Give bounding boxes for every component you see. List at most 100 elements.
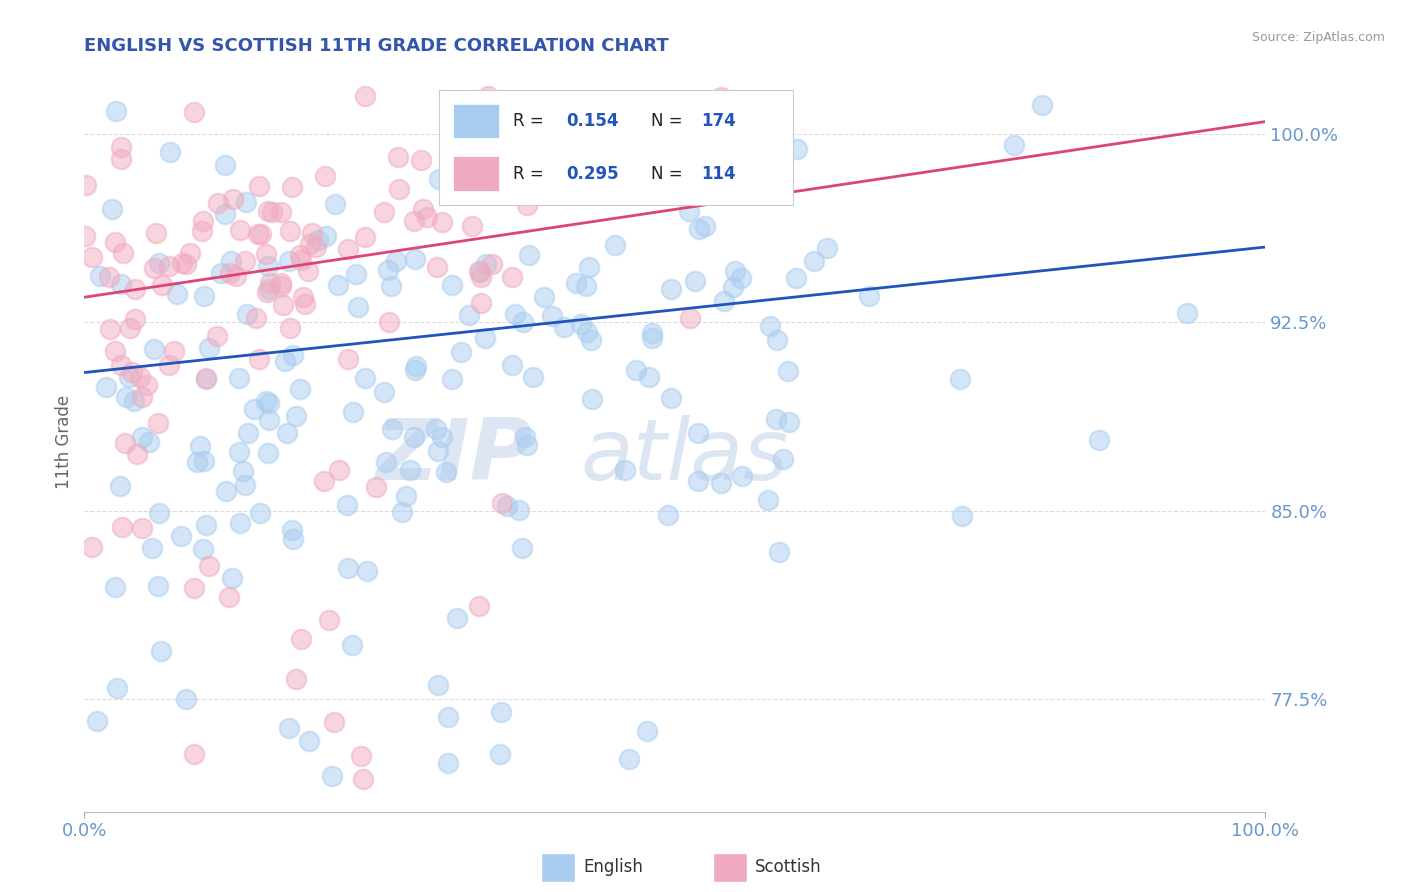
Point [679,310,702,325]
Point [756,493,779,508]
Point [290,253,312,268]
Point [436,756,458,770]
Point [183,582,205,596]
Point [209,266,232,280]
Point [127,447,149,461]
Point [121,365,143,379]
Point [765,412,787,426]
Point [321,768,343,782]
Point [575,325,598,339]
Point [337,242,360,256]
Point [713,294,735,309]
Point [288,248,311,262]
Point [353,370,375,384]
Point [688,426,710,441]
Point [110,152,132,166]
Point [377,263,399,277]
Point [354,230,377,244]
Point [277,721,299,735]
Point [340,638,363,652]
Point [364,480,387,494]
Point [221,571,243,585]
Point [131,521,153,535]
Point [236,425,259,440]
Point [256,285,278,299]
Point [270,205,292,219]
Point [138,435,160,450]
Point [249,506,271,520]
Point [380,278,402,293]
Point [533,290,555,304]
Point [489,747,512,762]
Point [114,390,136,404]
Point [477,89,499,103]
Point [218,266,240,280]
Point [461,159,484,173]
Point [501,270,523,285]
Point [183,104,205,119]
Point [110,277,132,292]
Point [427,444,450,458]
Point [515,120,537,135]
Point [228,445,250,459]
Point [179,246,201,260]
Point [247,179,270,194]
Point [730,271,752,285]
Point [398,463,420,477]
Point [516,198,538,212]
Point [98,270,121,285]
Point [86,714,108,728]
Point [301,227,323,241]
Point [426,260,449,274]
Point [513,430,536,444]
Point [191,213,214,227]
Point [659,392,682,406]
Point [254,394,277,409]
Point [402,430,425,444]
Point [446,611,468,625]
Point [1175,306,1198,320]
Text: Scottish: Scottish [755,858,823,877]
Point [111,520,134,534]
Point [785,271,807,285]
Point [415,210,437,224]
Point [256,446,278,460]
Point [328,463,350,477]
Point [637,370,659,384]
Point [183,747,205,762]
Point [218,590,240,604]
Point [233,478,256,492]
Point [110,139,132,153]
Point [80,250,103,264]
Point [148,579,170,593]
Point [391,505,413,519]
Point [560,142,582,156]
Point [305,240,328,254]
Point [232,464,254,478]
Point [143,342,166,356]
Point [815,241,838,255]
Point [245,311,267,326]
Point [228,371,250,385]
Point [696,173,718,187]
Point [262,205,284,219]
Point [198,341,221,355]
Point [190,224,212,238]
Point [314,169,336,183]
Point [214,207,236,221]
Point [617,752,640,766]
Point [605,238,627,252]
Point [207,196,229,211]
Point [377,315,399,329]
Point [803,254,825,268]
Point [281,180,304,194]
Point [640,331,662,345]
Point [259,276,281,290]
Text: English: English [583,858,643,877]
Point [430,215,453,229]
Point [758,318,780,333]
Point [105,104,128,119]
Point [578,260,600,274]
Point [257,413,280,427]
Point [678,204,700,219]
